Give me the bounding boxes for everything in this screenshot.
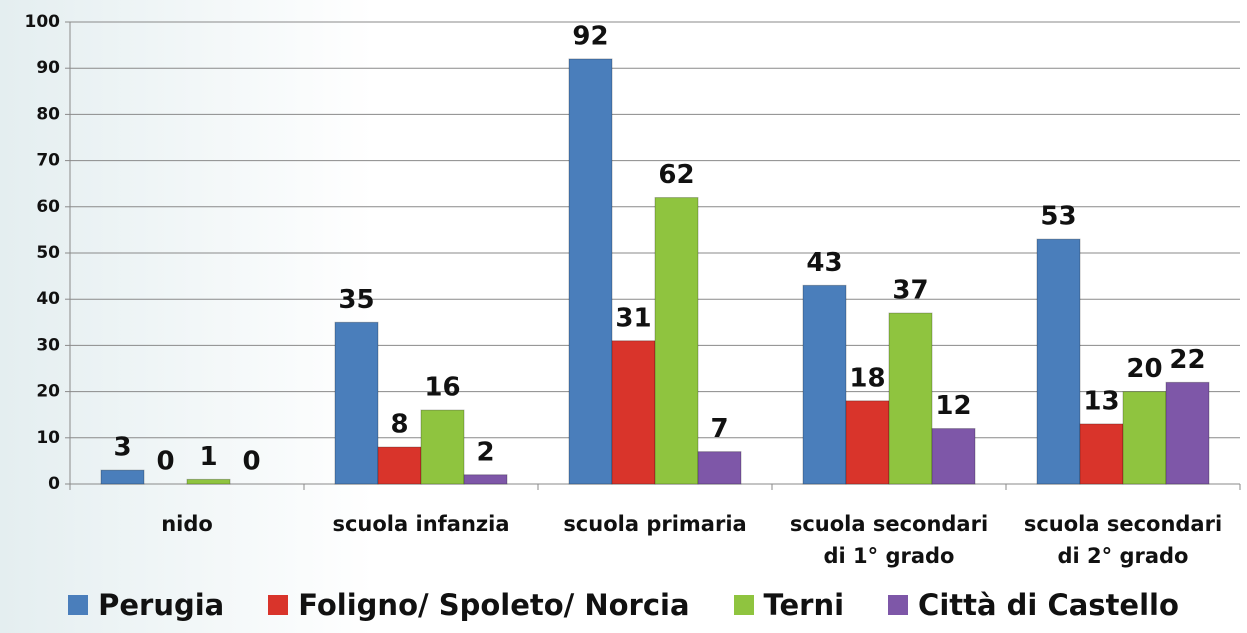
y-tick-label: 40 <box>36 289 60 309</box>
data-label: 20 <box>1126 354 1162 384</box>
bar <box>931 428 976 485</box>
data-label: 8 <box>390 410 408 440</box>
data-label: 13 <box>1083 386 1119 416</box>
data-label: 43 <box>806 248 842 278</box>
bar <box>100 469 145 485</box>
bar <box>1165 381 1210 485</box>
y-tick-label: 70 <box>36 151 60 171</box>
data-label: 0 <box>156 447 174 477</box>
data-label: 18 <box>849 363 885 393</box>
legend-swatch <box>68 595 89 615</box>
legend-item: Città di Castello <box>888 588 1179 622</box>
y-tick-label: 80 <box>36 104 60 124</box>
data-label: 2 <box>476 437 494 467</box>
legend: Perugia Foligno/ Spoleto/ Norcia Terni Citt… <box>0 588 1247 622</box>
data-label: 31 <box>615 303 651 333</box>
y-tick-label: 10 <box>36 428 60 448</box>
data-label: 37 <box>892 276 928 306</box>
bar <box>334 321 379 485</box>
data-label: 12 <box>935 391 971 421</box>
x-tick-label: scuola primaria <box>563 512 747 536</box>
data-label: 92 <box>572 21 608 51</box>
bar <box>420 409 465 485</box>
y-tick-label: 90 <box>36 58 60 78</box>
bar <box>377 446 422 485</box>
y-tick-label: 60 <box>36 197 60 217</box>
bar <box>463 474 508 485</box>
legend-swatch <box>888 595 909 615</box>
bar <box>1079 423 1124 485</box>
data-label: 16 <box>424 373 460 403</box>
legend-label: Perugia <box>98 588 225 622</box>
bar <box>888 312 933 485</box>
bar <box>654 197 699 485</box>
data-label: 0 <box>242 447 260 477</box>
bar <box>186 478 231 485</box>
bar <box>1122 391 1167 485</box>
data-label: 1 <box>199 442 217 472</box>
bar <box>568 58 613 485</box>
data-label: 3 <box>113 433 131 463</box>
x-tick-label: scuola infanzia <box>332 512 510 536</box>
bar <box>802 284 847 485</box>
y-tick-label: 0 <box>48 474 60 494</box>
legend-label: Città di Castello <box>918 588 1179 622</box>
x-tick-label: nido <box>161 512 213 536</box>
bar <box>697 451 742 485</box>
data-label: 22 <box>1169 345 1205 375</box>
legend-item: Foligno/ Spoleto/ Norcia <box>268 588 690 622</box>
legend-swatch <box>733 595 754 615</box>
legend-label: Terni <box>763 588 845 622</box>
data-label: 7 <box>710 414 728 444</box>
bar <box>611 340 656 485</box>
x-tick-label: scuola secondari di 1° grado <box>789 512 989 568</box>
bar <box>845 400 890 485</box>
data-label: 62 <box>658 160 694 190</box>
y-tick-label: 50 <box>36 243 60 263</box>
legend-item: Terni <box>733 588 845 622</box>
legend-item: Perugia <box>68 588 224 622</box>
y-tick-label: 30 <box>36 335 60 355</box>
data-label: 35 <box>338 285 374 315</box>
bar <box>1036 238 1081 485</box>
x-tick-label: scuola secondari di 2° grado <box>1023 512 1223 568</box>
y-tick-label: 100 <box>25 12 61 32</box>
y-tick-label: 20 <box>36 382 60 402</box>
legend-swatch <box>268 595 289 615</box>
data-label: 53 <box>1040 202 1076 232</box>
legend-label: Foligno/ Spoleto/ Norcia <box>298 588 690 622</box>
